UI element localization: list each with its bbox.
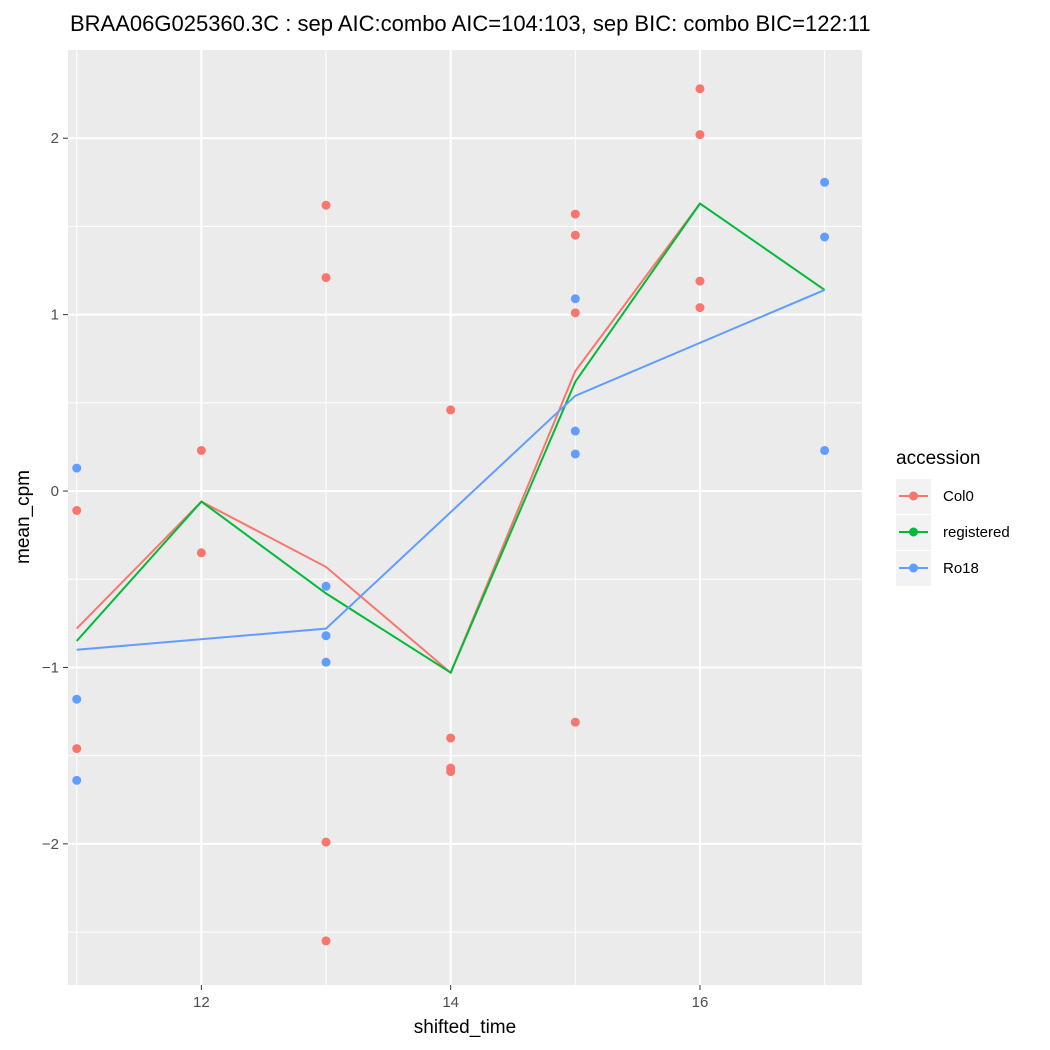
- x-tick-label: 16: [692, 994, 709, 1011]
- data-point-col0: [321, 936, 331, 946]
- legend-title: accession: [896, 448, 981, 469]
- data-point-ro18: [570, 449, 580, 459]
- y-tick-label: 0: [51, 483, 59, 500]
- chart-title: BRAA06G025360.3C : sep AIC:combo AIC=104…: [70, 11, 871, 36]
- series-line-ro18: [76, 288, 825, 651]
- data-point-col0: [570, 230, 580, 240]
- legend: accession Col0 registered Ro18: [896, 448, 1010, 586]
- y-tick-label: −1: [42, 659, 59, 676]
- data-point-col0: [196, 445, 206, 455]
- data-point-ro18: [72, 694, 82, 704]
- series-line-registered: [75, 202, 826, 675]
- data-point-col0: [196, 548, 206, 558]
- data-point-ro18: [321, 631, 331, 641]
- data-point-ro18: [820, 445, 830, 455]
- data-point-ro18: [72, 775, 82, 785]
- y-axis-title: mean_cpm: [13, 470, 34, 564]
- data-point-col0: [446, 405, 456, 415]
- data-point-col0: [570, 308, 580, 318]
- y-axis: −2 −1 0 1 2: [42, 130, 68, 853]
- data-point-col0: [695, 276, 705, 286]
- plot-panel: [68, 50, 862, 985]
- y-tick-label: 2: [51, 130, 59, 147]
- data-point-col0: [446, 733, 456, 743]
- x-tick-label: 14: [442, 994, 459, 1011]
- data-point-col0: [321, 837, 331, 847]
- data-point-ro18: [72, 463, 82, 473]
- legend-label-registered: registered: [943, 524, 1010, 541]
- data-point-ro18: [820, 232, 830, 242]
- grid-major: [68, 50, 862, 985]
- series-line-col0: [75, 202, 701, 675]
- data-point-col0: [695, 303, 705, 313]
- y-tick-label: 1: [51, 307, 59, 324]
- data-point-ro18: [321, 657, 331, 667]
- data-point-col0: [695, 84, 705, 94]
- data-point-col0: [570, 209, 580, 219]
- legend-label-col0: Col0: [943, 488, 974, 505]
- data-point-ro18: [820, 177, 830, 187]
- data-point-col0: [72, 505, 82, 515]
- x-axis-title: shifted_time: [414, 1017, 516, 1038]
- legend-key-point: [909, 527, 918, 537]
- data-point-col0: [321, 273, 331, 283]
- x-tick-label: 12: [193, 994, 210, 1011]
- data-point-col0: [72, 744, 82, 754]
- y-tick-label: −2: [42, 836, 59, 853]
- data-point-col0: [321, 200, 331, 210]
- data-point-col0: [695, 130, 705, 140]
- grid-minor: [68, 50, 862, 985]
- x-axis: 12 14 16: [193, 985, 708, 1011]
- data-point-col0: [570, 717, 580, 727]
- series-lines: [75, 202, 826, 675]
- data-point-col0: [446, 767, 456, 777]
- legend-label-ro18: Ro18: [943, 560, 979, 577]
- data-point-ro18: [570, 426, 580, 436]
- data-point-ro18: [321, 581, 331, 591]
- data-point-ro18: [570, 294, 580, 304]
- legend-key-point: [909, 491, 918, 501]
- legend-key-point: [909, 563, 918, 573]
- data-points: [72, 84, 830, 946]
